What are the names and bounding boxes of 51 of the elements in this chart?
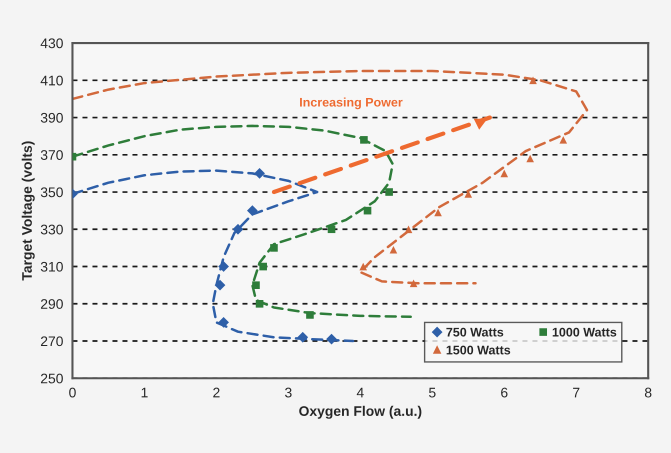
- point: [247, 205, 258, 216]
- point: [232, 224, 244, 235]
- point: [254, 168, 265, 179]
- y-tick-label: 250: [40, 374, 63, 384]
- point: [385, 188, 393, 196]
- point: [404, 225, 412, 234]
- x-axis-title: Oxygen Flow (a.u.): [299, 406, 422, 419]
- point: [270, 244, 278, 252]
- x-tick-label: 3: [285, 388, 292, 398]
- x-tick-label: 6: [501, 388, 508, 398]
- point: [360, 136, 368, 144]
- y-tick-label: 270: [40, 336, 63, 346]
- x-tick-label: 2: [213, 388, 220, 398]
- y-axis-title: Target Voltage (volts): [22, 141, 35, 280]
- point: [218, 317, 229, 328]
- legend-label: 1500 Watts: [446, 346, 510, 354]
- y-tick-label: 410: [40, 76, 63, 86]
- y-tick-label: 370: [40, 150, 63, 160]
- legend-label: 750 Watts: [446, 328, 504, 337]
- x-tick-label: 8: [644, 388, 652, 398]
- point: [526, 154, 534, 162]
- point: [328, 225, 336, 234]
- point: [214, 280, 226, 291]
- x-tick-label: 0: [69, 388, 76, 398]
- point: [500, 170, 508, 178]
- point: [297, 332, 308, 343]
- x-tick-label: 4: [356, 388, 364, 398]
- x-tick-label: 7: [573, 388, 580, 398]
- point: [364, 206, 372, 214]
- point: [359, 262, 368, 270]
- point: [410, 279, 418, 288]
- point: [306, 311, 314, 319]
- point: [326, 334, 337, 345]
- x-tick-label: 5: [428, 388, 436, 398]
- x-tick-label: 1: [142, 388, 148, 398]
- point: [529, 76, 537, 84]
- point: [559, 136, 568, 144]
- point: [390, 246, 398, 254]
- y-tick-label: 350: [40, 187, 63, 198]
- annotation: Increasing Power: [300, 97, 403, 110]
- point: [434, 208, 442, 216]
- legend-label: 1000 Watts: [552, 328, 616, 337]
- y-tick-label: 330: [40, 224, 63, 234]
- y-tick-label: 390: [40, 112, 63, 123]
- y-tick-label: 310: [40, 262, 63, 272]
- y-tick-label: 290: [40, 299, 63, 309]
- point: [252, 281, 260, 289]
- point: [259, 262, 267, 270]
- point: [218, 261, 229, 272]
- y-tick-label: 430: [40, 38, 63, 48]
- point: [256, 300, 264, 308]
